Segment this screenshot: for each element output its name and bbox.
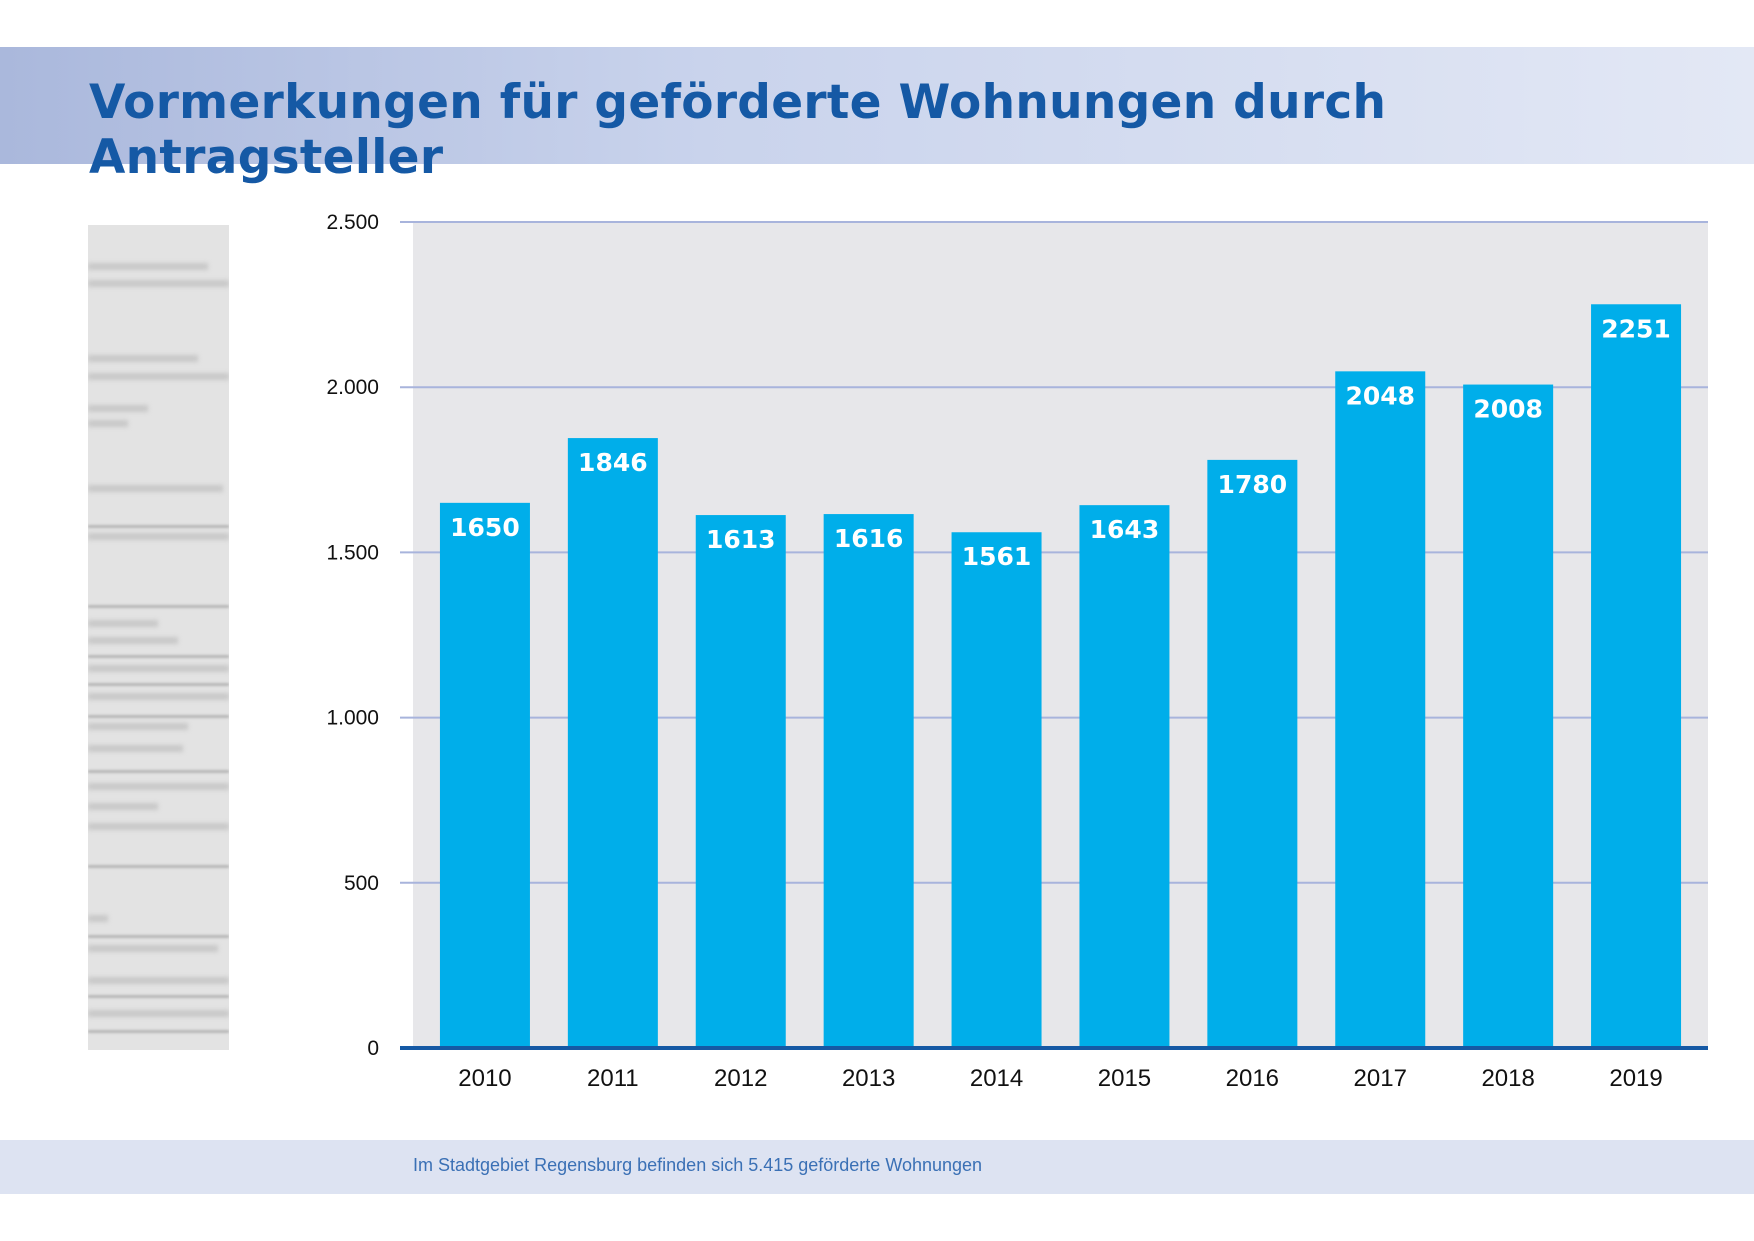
bar-value-label: 1616 [834, 524, 904, 553]
bar [439, 502, 530, 1049]
bar [695, 515, 786, 1048]
bar [567, 438, 658, 1048]
bar-value-label: 2008 [1473, 395, 1543, 424]
y-axis-tick-labels: 0 500 1.000 1.500 2.000 2.500 [326, 211, 379, 1060]
chart-title: Vormerkungen für geförderte Wohnungen du… [89, 75, 1387, 185]
y-tick-label: 1.000 [326, 707, 379, 730]
y-tick-label: 1.500 [326, 541, 379, 564]
bar [1079, 505, 1170, 1048]
bar [823, 514, 914, 1048]
bar [1207, 459, 1298, 1048]
bar-value-label: 2048 [1345, 381, 1415, 410]
x-tick-label: 2013 [842, 1065, 895, 1092]
bar [1335, 371, 1426, 1048]
bar [951, 532, 1042, 1048]
bar-value-label: 1643 [1090, 515, 1160, 544]
x-tick-label: 2019 [1609, 1065, 1662, 1092]
x-tick-label: 2016 [1226, 1065, 1279, 1092]
x-tick-label: 2014 [970, 1065, 1023, 1092]
bar-value-label: 1650 [450, 513, 520, 542]
bar-value-label: 1561 [962, 542, 1032, 571]
document-thumbnail [88, 225, 229, 1050]
bar-value-label: 2251 [1601, 314, 1671, 343]
y-tick-label: 2.000 [326, 376, 379, 399]
bar-value-label: 1846 [578, 448, 648, 477]
x-tick-label: 2015 [1098, 1065, 1151, 1092]
x-tick-label: 2011 [587, 1065, 639, 1092]
x-tick-label: 2017 [1354, 1065, 1407, 1092]
title-band: Vormerkungen für geförderte Wohnungen du… [0, 47, 1754, 185]
bar-value-label: 1613 [706, 525, 776, 554]
footer-band: Im Stadtgebiet Regensburg befinden sich … [0, 1140, 1754, 1194]
bar [1463, 384, 1554, 1049]
footer-note: Im Stadtgebiet Regensburg befinden sich … [413, 1155, 983, 1175]
bar-value-label: 1780 [1218, 470, 1288, 499]
x-axis-tick-labels: 2010 2011 2012 2013 2014 2015 2016 2017 2018 2019 [458, 1065, 1662, 1092]
bars: 1650 1846 1613 1616 1561 1643 1780 2048 2008 2251 [439, 304, 1682, 1049]
bar [1591, 304, 1682, 1048]
y-tick-label: 2.500 [326, 211, 379, 234]
x-tick-label: 2012 [714, 1065, 767, 1092]
y-tick-label: 0 [367, 1037, 379, 1060]
y-tick-label: 500 [344, 872, 379, 895]
x-tick-label: 2018 [1481, 1065, 1534, 1092]
x-tick-label: 2010 [458, 1065, 511, 1092]
